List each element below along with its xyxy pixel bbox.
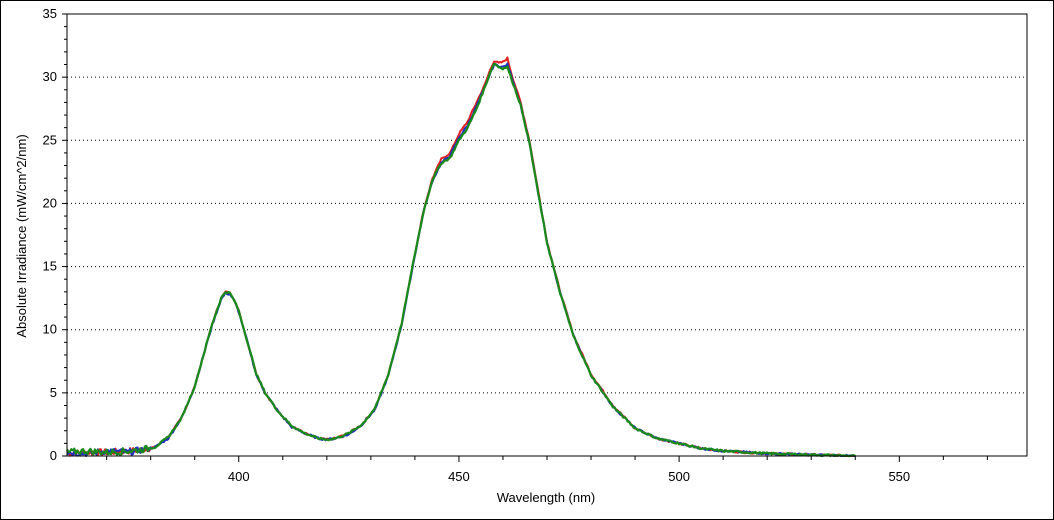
- x-tick-label: 500: [668, 469, 690, 484]
- y-tick-label: 20: [43, 195, 57, 210]
- label-layer: 0 5 10 15 20 25 30 35 400 450 500 550: [43, 6, 911, 484]
- y-tick-label: 5: [50, 385, 57, 400]
- axis-layer: [62, 13, 1028, 462]
- grid-layer: [67, 76, 1027, 394]
- x-tick-label: 550: [888, 469, 910, 484]
- y-tick-label: 10: [43, 322, 57, 337]
- y-tick-label: 15: [43, 259, 57, 274]
- x-axis-title: Wavelength (nm): [497, 490, 596, 505]
- y-tick-label: 30: [43, 69, 57, 84]
- y-tick-label: 25: [43, 132, 57, 147]
- y-tick-label: 0: [50, 448, 57, 463]
- x-tick-label: 450: [448, 469, 470, 484]
- y-axis-title: Absolute Irradiance (mW/cm^2/nm): [14, 134, 29, 337]
- y-tick-label: 35: [43, 6, 57, 21]
- series-layer: [66, 56, 856, 458]
- series-line-3: [66, 62, 856, 458]
- x-tick-label: 400: [228, 469, 250, 484]
